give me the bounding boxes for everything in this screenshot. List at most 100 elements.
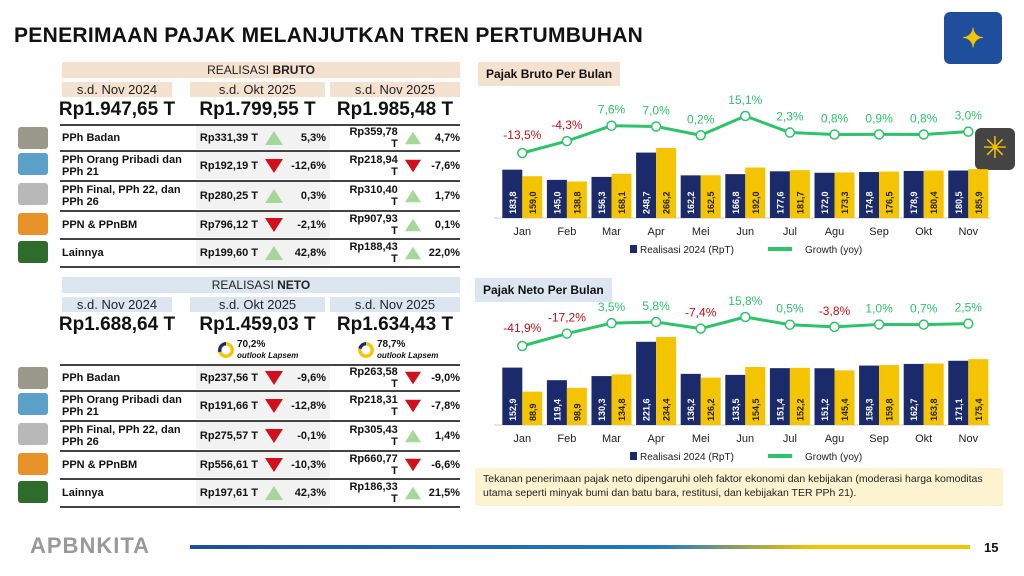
bar-2025-label: 126,2 — [706, 398, 716, 421]
growth-point — [873, 129, 885, 140]
footer-bar — [190, 545, 970, 549]
legend-bar-label: Realisasi 2024 (RpT) — [640, 452, 734, 463]
asterisk-badge-icon[interactable]: ✳ — [975, 128, 1015, 170]
bar-2024-label: 177,6 — [775, 191, 785, 214]
okt-down-arrow-icon — [265, 158, 283, 173]
neto-row: PPN & PPnBM Rp556,61 T -10,3% Rp660,77 T -… — [60, 450, 460, 477]
bar-2025 — [879, 171, 900, 218]
bar-2024-label: 119,4 — [552, 399, 562, 421]
bar-2025-label: 185,9 — [974, 191, 984, 214]
neto-total-2: Rp1.634,43 T — [336, 314, 454, 335]
bar-2024-label: 145,0 — [552, 191, 562, 214]
month-label: Jul — [783, 226, 797, 238]
bar-2025 — [923, 170, 944, 218]
okt-growth: -12,6% — [291, 159, 326, 172]
okt-growth: -0,1% — [297, 429, 326, 442]
nov-growth: 22,0% — [428, 246, 460, 259]
bruto-period-2: s.d. Nov 2025 — [330, 82, 460, 97]
bar-2024-label: 133,5 — [731, 398, 741, 421]
bar-2025 — [879, 365, 900, 425]
month-label: Mar — [602, 226, 621, 238]
okt-amount: Rp199,60 T — [199, 246, 258, 259]
month-label: Feb — [557, 433, 576, 445]
nov-amount: Rp263,58 T — [349, 365, 398, 390]
growth-point — [606, 120, 617, 131]
bar-2025 — [656, 337, 677, 425]
month-label: Jan — [513, 226, 531, 238]
growth-point — [873, 319, 885, 330]
nov-amount: Rp188,43 T — [349, 240, 398, 265]
bar-2025-label: 145,4 — [840, 398, 850, 421]
growth-label: 2,5% — [955, 301, 983, 315]
bar-2024-label: 248,7 — [642, 191, 652, 214]
bar-2025 — [700, 377, 721, 425]
nov-growth: 1,4% — [434, 429, 460, 442]
growth-point — [740, 110, 751, 122]
nov-growth: 21,5% — [428, 486, 460, 499]
growth-label: 0,8% — [821, 112, 849, 126]
okt-amount: Rp237,56 T — [199, 371, 258, 384]
bar-2024 — [725, 174, 746, 218]
growth-point — [650, 121, 662, 132]
okt-amount: Rp192,19 T — [199, 159, 258, 172]
bar-2024-label: 221,6 — [642, 398, 652, 421]
neto-row: PPh Final, PPh 22, dan PPh 26 Rp275,57 T… — [60, 420, 460, 449]
bar-2024-label: 172,0 — [820, 191, 830, 214]
outlook-pct: 78,7% — [377, 339, 406, 350]
nov-up-arrow-icon — [404, 189, 421, 202]
growth-line — [521, 114, 969, 155]
bruto-row: PPh Orang Pribadi dan PPh 21 Rp192,19 T -… — [60, 150, 460, 179]
bar-2025-label: 181,7 — [795, 191, 805, 214]
growth-label: 1,0% — [865, 301, 893, 315]
nov-up-arrow-icon — [404, 429, 421, 442]
bruto-row: Lainnya Rp199,60 T 42,8% Rp188,43 T 22,0% — [60, 238, 460, 265]
bruto-chart: 183,8 159,0 Jan 145,0 138,8 Feb 156,3 168,1 Mar 2… — [494, 93, 991, 256]
growth-label: -41,9% — [503, 321, 541, 335]
bar-2024-label: 136,2 — [686, 398, 696, 421]
month-label: Jun — [736, 226, 754, 238]
bar-2024-label: 151,2 — [820, 398, 830, 421]
legend-bar-swatch — [630, 245, 637, 253]
growth-label: -13,5% — [503, 128, 541, 142]
bar-2024 — [814, 368, 835, 425]
bruto-row: PPh Badan Rp331,39 T 5,3% Rp359,78 T 4,7% — [60, 124, 460, 150]
month-label: Feb — [557, 226, 576, 238]
bar-2024 — [591, 176, 612, 218]
neto-row: Lainnya Rp197,61 T 42,3% Rp186,33 T 21,5% — [60, 478, 460, 505]
bruto-chart-title: Pajak Bruto Per Bulan — [478, 62, 621, 86]
nov-growth: 4,7% — [434, 131, 460, 144]
nov-growth: -6,6% — [431, 458, 460, 471]
palm-tree-icon — [18, 241, 48, 263]
bar-2025-label: 88,9 — [528, 403, 538, 421]
table-bottom-rule — [60, 506, 460, 508]
bar-2025-label: 152,2 — [795, 398, 805, 421]
nov-growth: -7,8% — [431, 399, 460, 412]
bar-2024 — [546, 179, 567, 218]
bar-2024 — [502, 169, 523, 218]
month-label: Nov — [959, 226, 979, 238]
bar-2025-label: 159,8 — [885, 398, 895, 421]
bar-2025 — [923, 363, 944, 425]
legend-line-label: Growth (yoy) — [805, 245, 862, 256]
palm-tree-icon — [18, 481, 48, 503]
bar-2025 — [745, 167, 766, 218]
neto-period-0: s.d. Nov 2024 — [62, 297, 172, 312]
bar-2024-label: 162,7 — [909, 398, 919, 421]
bar-2025-label: 159,0 — [528, 191, 538, 214]
ministry-logo: ✦ — [944, 12, 1002, 64]
bar-2025-label: 266,2 — [662, 191, 672, 214]
okt-amount: Rp556,61 T — [199, 458, 258, 471]
month-label: Nov — [959, 433, 979, 445]
bruto-total-0: Rp1.947,65 T — [58, 99, 176, 120]
growth-point — [517, 147, 528, 159]
growth-label: 2,3% — [776, 110, 804, 124]
growth-label: 15,8% — [728, 294, 762, 308]
growth-label: 7,0% — [642, 103, 670, 117]
growth-label: 0,5% — [776, 302, 804, 316]
bruto-row: PPh Final, PPh 22, dan PPh 26 Rp280,25 T… — [60, 180, 460, 209]
bar-2024 — [814, 172, 835, 218]
growth-label: -4,3% — [551, 118, 583, 132]
nov-growth: 0,1% — [434, 218, 460, 231]
neto-chart: 152,9 88,9 Jan 119,4 98,9 Feb 130,3 134,8 Mar 221… — [494, 294, 991, 463]
growth-label: -3,8% — [819, 304, 851, 318]
